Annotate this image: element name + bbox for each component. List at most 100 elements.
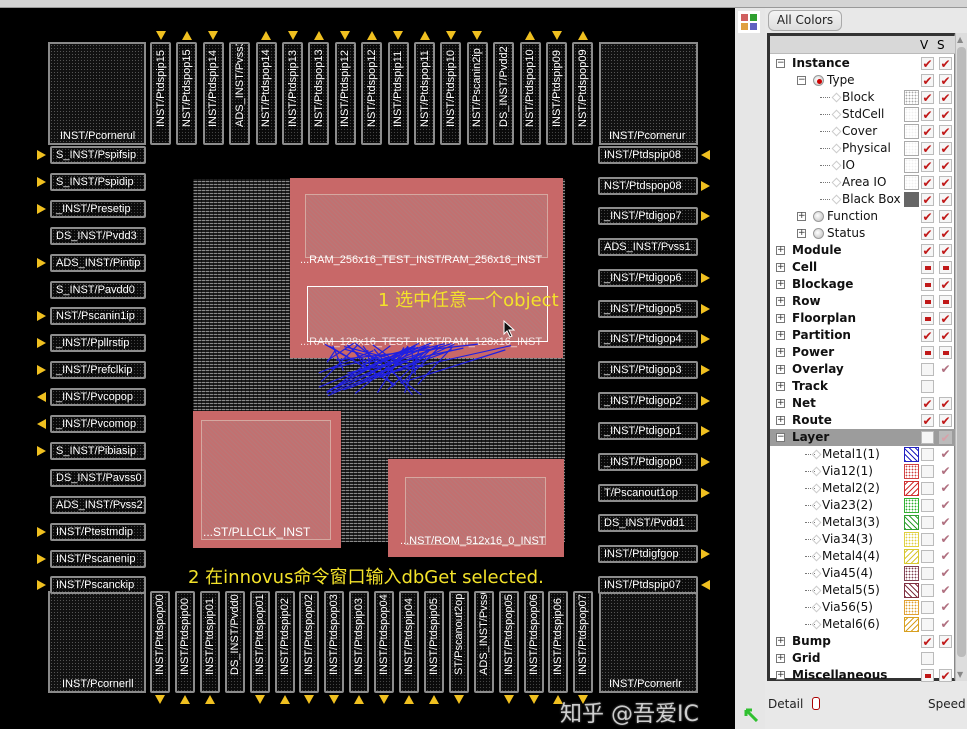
- io-pad[interactable]: ADS_INST/Pvss0: [473, 591, 494, 693]
- io-pad[interactable]: NST/Ptdspop08: [598, 176, 698, 195]
- corner-ur[interactable]: INST/Pcornerur: [599, 42, 698, 145]
- layer-color-swatch[interactable]: [904, 175, 919, 190]
- selectable-checkbox[interactable]: ✔: [939, 91, 952, 105]
- io-pad[interactable]: S_INST/Pibiasip: [50, 441, 146, 460]
- visible-checkbox[interactable]: ✔: [921, 142, 934, 156]
- visible-checkbox[interactable]: [921, 448, 934, 461]
- visible-checkbox[interactable]: ✔: [921, 397, 934, 411]
- selectable-checkbox[interactable]: ✔: [940, 464, 951, 478]
- tree-row-partition[interactable]: + Partition ✔ ✔: [770, 327, 955, 344]
- layer-color-swatch[interactable]: [904, 498, 919, 513]
- io-pad[interactable]: INST/Ptdspip11: [387, 42, 409, 145]
- detail-speed-slider[interactable]: [812, 697, 820, 710]
- layer-color-swatch[interactable]: [904, 549, 919, 564]
- color-palette-icon[interactable]: [738, 11, 760, 33]
- selectable-checkbox[interactable]: ✔: [940, 498, 951, 512]
- visible-checkbox[interactable]: [921, 278, 934, 291]
- layer-color-swatch[interactable]: [904, 600, 919, 615]
- io-pad[interactable]: INST/Ptdspop06: [523, 591, 544, 693]
- expand-icon[interactable]: +: [776, 364, 785, 374]
- expand-icon[interactable]: −: [776, 58, 785, 68]
- selectable-checkbox[interactable]: [939, 346, 952, 359]
- io-pad[interactable]: NST/Pscanin2ip: [466, 42, 488, 145]
- io-pad[interactable]: INST/Ptdspip07: [598, 575, 698, 594]
- tree-row-metal4-4-[interactable]: Metal4(4) ✔: [770, 548, 955, 565]
- io-pad[interactable]: _INST/Pvcopop: [50, 388, 146, 407]
- visible-checkbox[interactable]: [921, 584, 934, 597]
- visible-checkbox[interactable]: [921, 261, 934, 274]
- io-pad[interactable]: INST/Ptdspip14: [202, 42, 224, 145]
- io-pad[interactable]: _INST/Ptdigop4: [598, 330, 698, 349]
- io-pad[interactable]: INST/Ptdspip03: [349, 591, 370, 693]
- visible-checkbox[interactable]: ✔: [921, 159, 934, 173]
- io-pad[interactable]: INST/Ptdigfgop: [598, 545, 698, 564]
- expand-icon[interactable]: +: [776, 347, 785, 357]
- visible-checkbox[interactable]: [921, 516, 934, 529]
- tree-row-cover[interactable]: Cover ✔ ✔: [770, 123, 955, 140]
- visible-checkbox[interactable]: ✔: [921, 210, 934, 224]
- tree-row-stdcell[interactable]: StdCell ✔ ✔: [770, 106, 955, 123]
- selectable-checkbox[interactable]: ✔: [939, 176, 952, 190]
- expand-icon[interactable]: +: [776, 296, 785, 306]
- io-pad[interactable]: INST/Ptdspip12: [334, 42, 356, 145]
- io-pad[interactable]: DS_INST/Pvdd0: [224, 591, 245, 693]
- layer-color-swatch[interactable]: [904, 617, 919, 632]
- visible-checkbox[interactable]: ✔: [921, 125, 934, 139]
- visible-checkbox[interactable]: ✔: [921, 108, 934, 122]
- selectable-checkbox[interactable]: ✔: [939, 142, 952, 156]
- visible-checkbox[interactable]: [921, 652, 934, 665]
- macro-pll[interactable]: ...ST/PLLCLK_INST: [193, 411, 341, 548]
- io-pad[interactable]: ST/Pscanout2op: [448, 591, 469, 693]
- layer-color-swatch[interactable]: [904, 515, 919, 530]
- io-pad[interactable]: NST/Ptdspop12: [361, 42, 383, 145]
- layer-color-swatch[interactable]: [904, 464, 919, 479]
- layer-color-swatch[interactable]: [904, 124, 919, 139]
- visible-checkbox[interactable]: [921, 380, 934, 393]
- visible-checkbox[interactable]: [921, 363, 934, 376]
- expand-icon[interactable]: +: [776, 262, 785, 272]
- selectable-checkbox[interactable]: ✔: [940, 600, 951, 614]
- tree-row-status[interactable]: + Status ✔ ✔: [770, 225, 955, 242]
- io-pad[interactable]: INST/Ptdspip06: [548, 591, 569, 693]
- io-pad[interactable]: INST/Ptdspip05: [423, 591, 444, 693]
- selectable-checkbox[interactable]: ✔: [939, 193, 952, 207]
- tree-row-cell[interactable]: + Cell: [770, 259, 955, 276]
- selectable-checkbox[interactable]: ✔: [940, 362, 951, 376]
- io-pad[interactable]: _INST/Ptdigop3: [598, 360, 698, 379]
- expand-icon[interactable]: +: [776, 670, 785, 680]
- tree-row-block[interactable]: Block ✔ ✔: [770, 89, 955, 106]
- tree-row-blockage[interactable]: + Blockage ✔: [770, 276, 955, 293]
- selectable-checkbox[interactable]: ✔: [940, 549, 951, 563]
- expand-icon[interactable]: +: [776, 415, 785, 425]
- io-pad[interactable]: _INST/Pvcomop: [50, 415, 146, 433]
- io-pad[interactable]: _INST/Ptdigop2: [598, 391, 698, 410]
- selectable-checkbox[interactable]: ✔: [940, 532, 951, 546]
- io-pad[interactable]: INST/Ptdspip02: [274, 591, 295, 693]
- visible-checkbox[interactable]: [921, 550, 934, 563]
- visible-checkbox[interactable]: ✔: [921, 193, 934, 207]
- selectable-checkbox[interactable]: ✔: [939, 108, 952, 122]
- tree-row-floorplan[interactable]: + Floorplan ✔: [770, 310, 955, 327]
- layer-color-swatch[interactable]: [904, 192, 919, 207]
- corner-ul[interactable]: INST/Pcornerul: [48, 42, 146, 145]
- io-pad[interactable]: _INST/Ptdigop0: [598, 453, 698, 471]
- visible-checkbox[interactable]: ✔: [921, 227, 934, 241]
- io-pad[interactable]: INST/Ptdspip13: [282, 42, 303, 145]
- io-pad[interactable]: INST/Ptdspip01: [199, 591, 220, 693]
- tree-row-function[interactable]: + Function ✔ ✔: [770, 208, 955, 225]
- selectable-checkbox[interactable]: [939, 295, 952, 308]
- tree-row-metal6-6-[interactable]: Metal6(6) ✔: [770, 616, 955, 633]
- expand-icon[interactable]: +: [797, 228, 806, 238]
- selectable-checkbox[interactable]: ✔: [939, 125, 952, 139]
- tree-row-metal1-1-[interactable]: Metal1(1) ✔: [770, 446, 955, 463]
- macro-rom[interactable]: ...NST/ROM_512x16_0_INST: [388, 459, 564, 557]
- layer-color-swatch[interactable]: [904, 90, 919, 105]
- io-pad[interactable]: T/Pscanout1op: [598, 483, 698, 502]
- tree-scrollbar[interactable]: ▲ ▼: [955, 33, 967, 681]
- io-pad[interactable]: INST/Ptdspip04: [399, 591, 419, 693]
- expand-icon[interactable]: +: [776, 398, 785, 408]
- selectable-checkbox[interactable]: ✔: [939, 227, 952, 241]
- io-pad[interactable]: _INST/Ptdigop5: [598, 299, 698, 318]
- io-pad[interactable]: INST/Ptdspop03: [324, 591, 345, 693]
- selectable-checkbox[interactable]: ✔: [939, 312, 952, 326]
